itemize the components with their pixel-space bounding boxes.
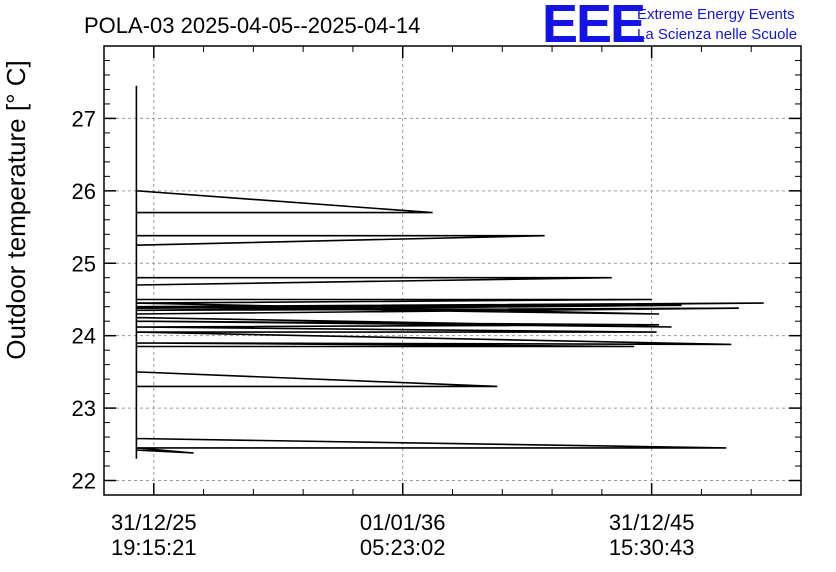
series-line-outdoor-temperature [135, 85, 764, 459]
eee-logo: EEE Extreme Energy Events La Scienza nel… [542, 0, 797, 54]
axis-ticks [103, 46, 802, 496]
y-tick-label: 24 [72, 324, 96, 349]
y-tick-label: 22 [72, 469, 96, 494]
x-tick-label-date: 31/12/45 [609, 510, 695, 535]
x-tick-label-date: 01/01/36 [360, 510, 446, 535]
y-axis-label: Outdoor temperature [° C] [1, 60, 31, 359]
plot-frame [103, 45, 802, 496]
y-tick-label: 27 [72, 106, 96, 131]
x-tick-label-time: 15:30:43 [609, 535, 695, 560]
eee-logo-letters: EEE [542, 0, 644, 54]
x-tick-label-date: 31/12/25 [111, 510, 197, 535]
y-tick-label: 23 [72, 396, 96, 421]
eee-logo-line2: La Scienza nelle Scuole [637, 26, 797, 43]
eee-logo-line1: Extreme Energy Events [637, 6, 795, 23]
y-tick-label: 26 [72, 179, 96, 204]
x-tick-label-time: 19:15:21 [111, 535, 197, 560]
chart-title: POLA-03 2025-04-05--2025-04-14 [84, 13, 420, 38]
x-tick-label-time: 05:23:02 [360, 535, 446, 560]
y-tick-label: 25 [72, 251, 96, 276]
grid-lines [104, 46, 801, 495]
series-layer [135, 85, 764, 459]
